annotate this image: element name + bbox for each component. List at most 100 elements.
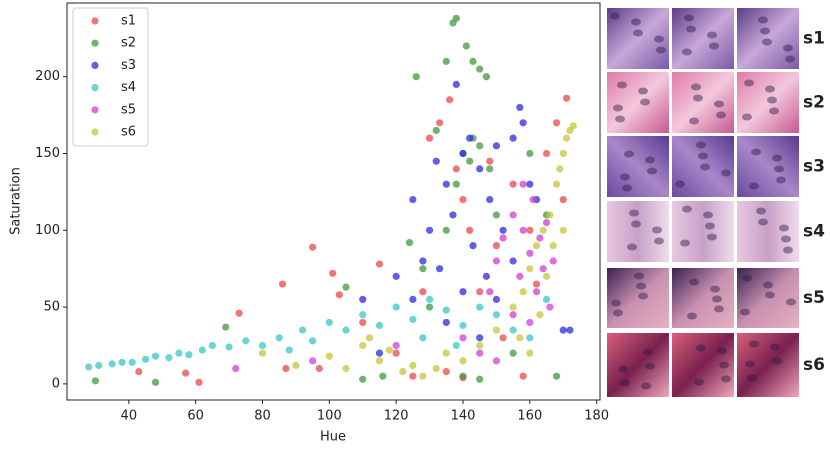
nucleus bbox=[772, 154, 782, 162]
legend-label: s6 bbox=[121, 125, 136, 140]
point bbox=[392, 341, 400, 350]
point bbox=[225, 343, 233, 351]
nucleus bbox=[636, 282, 646, 290]
nucleus bbox=[760, 27, 770, 35]
panel-label: s1 bbox=[803, 29, 825, 49]
nucleus bbox=[631, 18, 641, 26]
point bbox=[342, 364, 350, 373]
point bbox=[375, 349, 384, 357]
nucleus bbox=[694, 378, 704, 386]
x-tick-label: 80 bbox=[254, 409, 271, 424]
point bbox=[222, 323, 230, 331]
point bbox=[532, 242, 541, 250]
point bbox=[532, 288, 541, 296]
point bbox=[342, 326, 350, 334]
point bbox=[359, 311, 367, 319]
point bbox=[469, 57, 477, 65]
nucleus bbox=[707, 31, 717, 39]
point bbox=[476, 341, 484, 350]
point bbox=[392, 303, 400, 311]
x-tick-label: 160 bbox=[517, 409, 542, 424]
point bbox=[486, 157, 494, 165]
point bbox=[258, 341, 267, 350]
point bbox=[298, 326, 307, 334]
x-tick-label: 60 bbox=[187, 409, 204, 424]
point bbox=[526, 334, 534, 342]
point bbox=[442, 367, 450, 376]
nucleus bbox=[717, 347, 727, 355]
nucleus bbox=[682, 205, 692, 213]
image-tile bbox=[607, 201, 669, 262]
point bbox=[469, 242, 477, 250]
point bbox=[375, 357, 384, 365]
y-tick-label: 200 bbox=[35, 69, 60, 84]
nucleus bbox=[610, 12, 620, 20]
point bbox=[532, 280, 541, 288]
nucleus bbox=[781, 235, 791, 243]
point bbox=[486, 195, 494, 204]
point bbox=[546, 211, 554, 219]
nucleus bbox=[696, 344, 706, 352]
nucleus bbox=[645, 362, 655, 370]
point bbox=[242, 337, 250, 345]
point bbox=[509, 180, 517, 188]
point bbox=[509, 349, 517, 357]
point bbox=[482, 73, 490, 81]
nucleus bbox=[693, 94, 703, 102]
nucleus bbox=[705, 222, 715, 230]
point bbox=[519, 372, 527, 380]
point bbox=[409, 372, 417, 380]
point bbox=[526, 249, 534, 257]
point bbox=[198, 346, 206, 354]
image-tile bbox=[607, 268, 669, 328]
point bbox=[452, 165, 460, 173]
nucleus bbox=[631, 220, 641, 228]
point bbox=[359, 295, 367, 304]
point bbox=[556, 165, 564, 173]
legend-marker bbox=[91, 61, 99, 69]
nucleus bbox=[654, 35, 664, 43]
plot-frame bbox=[66, 2, 601, 401]
point bbox=[526, 149, 534, 158]
point bbox=[492, 257, 501, 265]
legend-marker bbox=[91, 84, 99, 92]
nucleus bbox=[654, 237, 664, 245]
point bbox=[442, 57, 450, 65]
point bbox=[566, 326, 574, 334]
point bbox=[542, 149, 551, 158]
point bbox=[442, 226, 450, 234]
point bbox=[476, 142, 484, 150]
point bbox=[539, 226, 547, 234]
point bbox=[476, 65, 484, 73]
nucleus bbox=[638, 292, 648, 300]
nucleus bbox=[613, 104, 623, 112]
nucleus bbox=[611, 299, 621, 307]
nucleus bbox=[647, 167, 657, 175]
image-tile bbox=[737, 8, 799, 69]
point bbox=[459, 195, 467, 204]
point bbox=[539, 265, 547, 273]
point bbox=[509, 303, 517, 311]
nucleus bbox=[714, 100, 724, 108]
point bbox=[559, 226, 567, 234]
nucleus bbox=[758, 16, 768, 24]
point bbox=[516, 334, 524, 342]
image-tile bbox=[607, 8, 669, 69]
nucleus bbox=[703, 211, 713, 219]
point bbox=[405, 238, 414, 247]
nucleus bbox=[620, 173, 630, 181]
point bbox=[315, 364, 323, 373]
image-tile bbox=[607, 333, 669, 397]
point bbox=[509, 134, 517, 142]
point bbox=[309, 357, 317, 365]
point bbox=[442, 318, 450, 327]
nucleus bbox=[680, 239, 690, 247]
nucleus bbox=[762, 38, 772, 46]
point bbox=[208, 341, 216, 350]
legend-marker bbox=[91, 39, 99, 47]
point bbox=[446, 96, 454, 104]
point bbox=[342, 283, 350, 291]
nucleus bbox=[615, 115, 625, 123]
nucleus bbox=[719, 361, 729, 369]
point bbox=[486, 288, 494, 296]
